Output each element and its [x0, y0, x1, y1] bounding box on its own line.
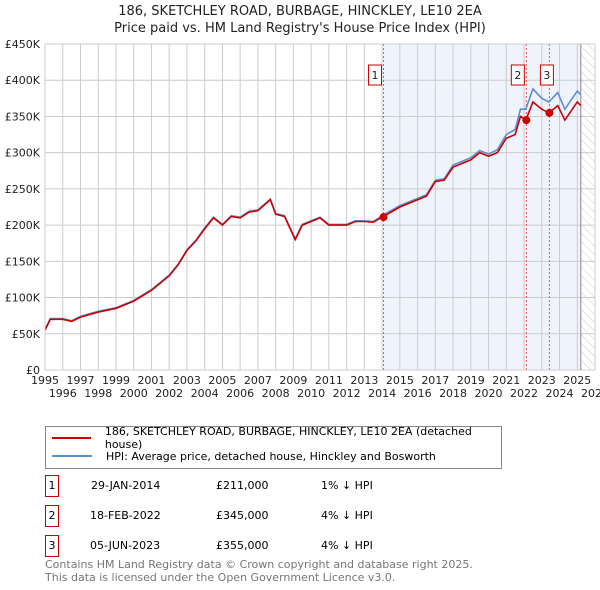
x-tick-label: 2024 [546, 387, 574, 400]
sale-point [545, 108, 554, 117]
sale-marker-label: 2 [45, 505, 59, 527]
future-hatch [580, 44, 595, 370]
y-tick-label: £200K [5, 219, 41, 232]
x-tick-label: 2010 [297, 387, 325, 400]
y-tick-label: £350K [5, 110, 41, 123]
legend: 186, SKETCHLEY ROAD, BURBAGE, HINCKLEY, … [45, 425, 502, 469]
x-tick-label: 2014 [368, 387, 396, 400]
property-price-line [44, 100, 582, 331]
y-tick-label: £300K [5, 147, 41, 160]
plot-border [44, 43, 596, 371]
sale-price: £355,000 [216, 539, 269, 552]
sale-period-shading [383, 44, 581, 370]
footer: Contains HM Land Registry data © Crown c… [45, 558, 473, 584]
sale-date: 05-JUN-2023 [90, 539, 161, 552]
x-tick-label: 1998 [84, 387, 112, 400]
x-tick-label: 2013 [350, 374, 378, 387]
x-tick-label: 1995 [31, 374, 59, 387]
sale-date: 29-JAN-2014 [91, 479, 161, 492]
sale-hpi-diff: 1% ↓ HPI [321, 479, 373, 492]
x-tick-label: 1997 [66, 374, 94, 387]
x-tick-label: 2001 [137, 374, 165, 387]
x-tick-label: 2026 [581, 387, 600, 400]
chart-subtitle: Price paid vs. HM Land Registry's House … [114, 21, 486, 36]
legend-label-hpi: HPI: Average price, detached house, Hinc… [106, 449, 436, 463]
x-tick-label: 2006 [226, 387, 254, 400]
x-tick-label: 2003 [173, 374, 201, 387]
sale-marker-label: 1 [45, 475, 59, 497]
sale-hpi-diff: 4% ↓ HPI [321, 509, 373, 522]
x-tick-label: 2017 [421, 374, 449, 387]
x-tick-label: 2021 [492, 374, 520, 387]
x-tick-label: 2016 [404, 387, 432, 400]
sale-label-box [539, 64, 554, 86]
x-tick-label: 2011 [315, 374, 343, 387]
x-tick-label: 2023 [528, 374, 556, 387]
y-tick-label: £450K [5, 38, 41, 51]
sale-point [379, 213, 388, 222]
plot-area: 1995199619971998199920002001200220032004… [5, 38, 600, 400]
x-tick-label: 2002 [155, 387, 183, 400]
sale-label: 2 [514, 69, 521, 82]
y-tick-label: £50K [12, 328, 41, 341]
x-tick-label: 2012 [333, 387, 361, 400]
x-tick-label: 2018 [439, 387, 467, 400]
legend-blue-line [52, 455, 92, 457]
x-tick-label: 2019 [457, 374, 485, 387]
sale-marker-label: 3 [45, 535, 59, 557]
legend-red-line [52, 437, 91, 439]
sale-label-box [368, 64, 383, 86]
x-tick-label: 2009 [279, 374, 307, 387]
x-tick-label: 2004 [191, 387, 219, 400]
x-tick-label: 2007 [244, 374, 272, 387]
y-tick-label: £150K [5, 255, 41, 268]
x-tick-label: 2020 [475, 387, 503, 400]
x-tick-label: 1996 [49, 387, 77, 400]
sale-label-box [510, 64, 525, 86]
x-tick-label: 1999 [102, 374, 130, 387]
legend-label-property: 186, SKETCHLEY ROAD, BURBAGE, HINCKLEY, … [104, 425, 472, 451]
x-tick-label: 2025 [563, 374, 591, 387]
footer-licence: This data is licensed under the Open Gov… [45, 571, 396, 584]
sale-date: 18-FEB-2022 [90, 509, 161, 522]
y-tick-label: £250K [5, 183, 41, 196]
x-tick-label: 2000 [120, 387, 148, 400]
y-tick-label: £100K [5, 292, 41, 305]
sale-price: £211,000 [216, 479, 269, 492]
footer-copyright: Contains HM Land Registry data © Crown c… [45, 558, 473, 571]
x-tick-label: 2022 [510, 387, 538, 400]
sale-hpi-diff: 4% ↓ HPI [321, 539, 373, 552]
y-tick-label: £0 [26, 364, 40, 377]
x-tick-label: 2015 [386, 374, 414, 387]
sale-label: 3 [543, 69, 550, 82]
x-tick-label: 2005 [208, 374, 236, 387]
x-tick-label: 2008 [262, 387, 290, 400]
y-tick-label: £400K [5, 74, 41, 87]
sale-point [522, 116, 531, 125]
sale-label: 1 [372, 69, 379, 82]
sale-price: £345,000 [216, 509, 269, 522]
chart-title: 186, SKETCHLEY ROAD, BURBAGE, HINCKLEY, … [118, 4, 482, 19]
